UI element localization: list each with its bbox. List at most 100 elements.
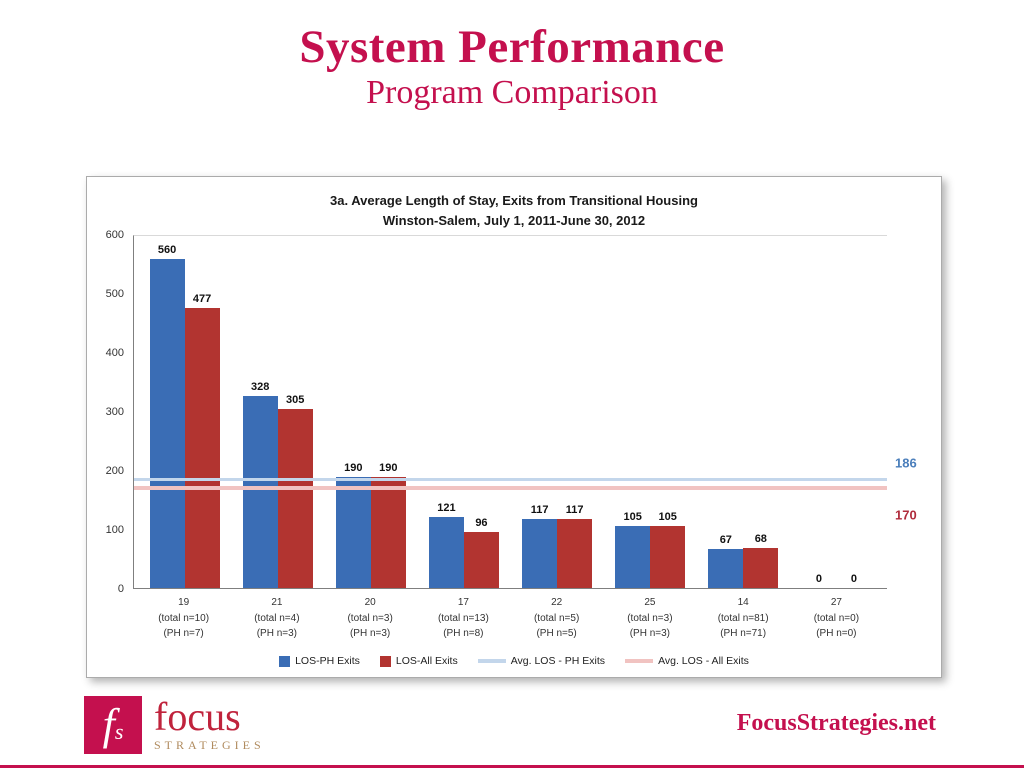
legend-swatch-line (625, 659, 654, 663)
logo-focus-text: focus (154, 694, 241, 739)
bar-wrap: 190 (335, 236, 371, 588)
page-subtitle: Program Comparison (366, 74, 658, 111)
x-axis-labels: 19 (total n=10) (PH n=7) 21 (total n=4) (PH n… (133, 595, 887, 642)
bar-group: 117 117 (511, 236, 604, 588)
page-title: System Performance (299, 21, 725, 73)
bar-value-label: 328 (251, 380, 270, 393)
footer-logo: fs focus STRATEGIES (84, 696, 265, 754)
legend-label: LOS-PH Exits (295, 655, 360, 667)
legend-item: LOS-PH Exits (279, 655, 360, 667)
bar-value-label: 117 (565, 504, 584, 517)
bar-wrap: 68 (743, 236, 779, 588)
avg-line-value: 186 (895, 455, 917, 471)
x-axis-label: 22 (total n=5) (PH n=5) (533, 597, 580, 639)
bar-value-label: 105 (623, 511, 642, 524)
avg-line (134, 486, 887, 491)
slide: System Performance Program Comparison 3a… (0, 20, 1024, 768)
line-label-gutter: 186 170 (887, 235, 935, 589)
bar-wrap: 117 (557, 236, 593, 588)
bar-value-label: 105 (658, 511, 677, 524)
bar-group: 121 96 (417, 236, 510, 588)
chart-legend: LOS-PH Exits LOS-All Exits Avg. LOS - PH E… (87, 655, 941, 667)
bar-value-label: 190 (344, 461, 363, 474)
x-axis-label: 17 (total n=13) (PH n=8) (437, 597, 489, 639)
bar-wrap: 560 (149, 236, 185, 588)
bar-wrap: 121 (428, 236, 464, 588)
bar-wrap: 105 (615, 236, 651, 588)
bar (522, 519, 558, 588)
bar-value-label: 117 (530, 504, 549, 517)
y-tick-label: 600 (105, 229, 124, 241)
bar-wrap: 190 (370, 236, 406, 588)
legend-item: LOS-All Exits (379, 655, 458, 667)
bar-wrap: 117 (522, 236, 558, 588)
x-axis-label: 21 (total n=4) (PH n=3) (254, 597, 300, 639)
bar-group: 328 305 (231, 236, 324, 588)
chart-title-line1: 3a. Average Length of Stay, Exits from T… (330, 193, 698, 208)
bar-group: 105 105 (604, 236, 697, 588)
footer-site-url: FocusStrategies.net (736, 710, 936, 736)
bar (428, 517, 464, 588)
bottom-accent-bar (0, 765, 1024, 768)
bar (335, 476, 371, 588)
bar-wrap: 477 (184, 236, 220, 588)
x-axis-label: 14 (total n=81) (PH n=71) (717, 597, 769, 639)
y-tick-label: 0 (117, 583, 124, 595)
legend-label: Avg. LOS - PH Exits (510, 655, 606, 667)
y-tick-label: 200 (105, 465, 124, 477)
legend-swatch-line (477, 659, 506, 663)
bar-value-label: 190 (379, 461, 398, 474)
bar-value-label: 0 (850, 573, 857, 585)
bar-wrap: 328 (242, 236, 278, 588)
logo-mark-text: fs (102, 700, 124, 749)
plot-row: 0 100 200 300 400 500 600 560 477 328 305 190 190 12… (97, 229, 935, 595)
bar-value-label: 67 (719, 533, 732, 546)
bar (557, 519, 593, 588)
x-axis-label: 19 (total n=10) (PH n=7) (158, 597, 210, 639)
chart: 3a. Average Length of Stay, Exits from T… (86, 176, 942, 678)
x-axis-label: 25 (total n=3) (PH n=3) (627, 597, 673, 639)
bar-group: 67 68 (697, 236, 790, 588)
logo-text: focus STRATEGIES (154, 696, 265, 753)
legend-item: Avg. LOS - All Exits (625, 655, 749, 667)
bar (743, 548, 779, 588)
bar-wrap: 105 (650, 236, 686, 588)
bar (149, 259, 185, 588)
bar-wrap: 96 (463, 236, 499, 588)
legend-label: Avg. LOS - All Exits (658, 655, 749, 667)
bar-group: 560 477 (138, 236, 231, 588)
bar-value-label: 96 (475, 516, 488, 529)
bar (650, 526, 686, 588)
bar-value-label: 477 (192, 293, 212, 306)
bar-value-label: 0 (815, 573, 822, 585)
avg-line (134, 477, 887, 481)
legend-item: Avg. LOS - PH Exits (477, 655, 606, 667)
bar (370, 476, 406, 588)
bar-value-label: 560 (157, 244, 177, 257)
y-tick-label: 400 (105, 347, 124, 359)
bar-group: 190 190 (324, 236, 417, 588)
chart-title: 3a. Average Length of Stay, Exits from T… (87, 177, 941, 230)
x-axis-label: 20 (total n=3) (PH n=3) (347, 597, 393, 639)
bar (184, 308, 220, 588)
x-axis-label: 27 (total n=0) (PH n=0) (813, 597, 860, 639)
plot-area: 560 477 328 305 190 190 121 96 117 117 105 105 67 68 0… (133, 235, 887, 589)
bar-wrap: 67 (708, 236, 744, 588)
bar-wrap: 0 (801, 236, 836, 588)
legend-label: LOS-All Exits (395, 655, 458, 667)
y-axis: 0 100 200 300 400 500 600 (97, 229, 133, 595)
chart-title-line2: Winston-Salem, July 1, 2011-June 30, 201… (382, 212, 646, 228)
y-tick-label: 100 (105, 524, 124, 536)
bar-value-label: 121 (437, 502, 456, 515)
bar (242, 395, 278, 588)
y-tick-label: 500 (105, 288, 124, 300)
bar-value-label: 68 (754, 533, 767, 546)
y-tick-label: 300 (105, 406, 124, 418)
bar (615, 526, 651, 588)
bar (463, 531, 499, 588)
bar (708, 548, 744, 588)
logo-mark: fs (84, 696, 142, 754)
bar (277, 409, 313, 588)
bar-value-label: 305 (286, 394, 305, 407)
